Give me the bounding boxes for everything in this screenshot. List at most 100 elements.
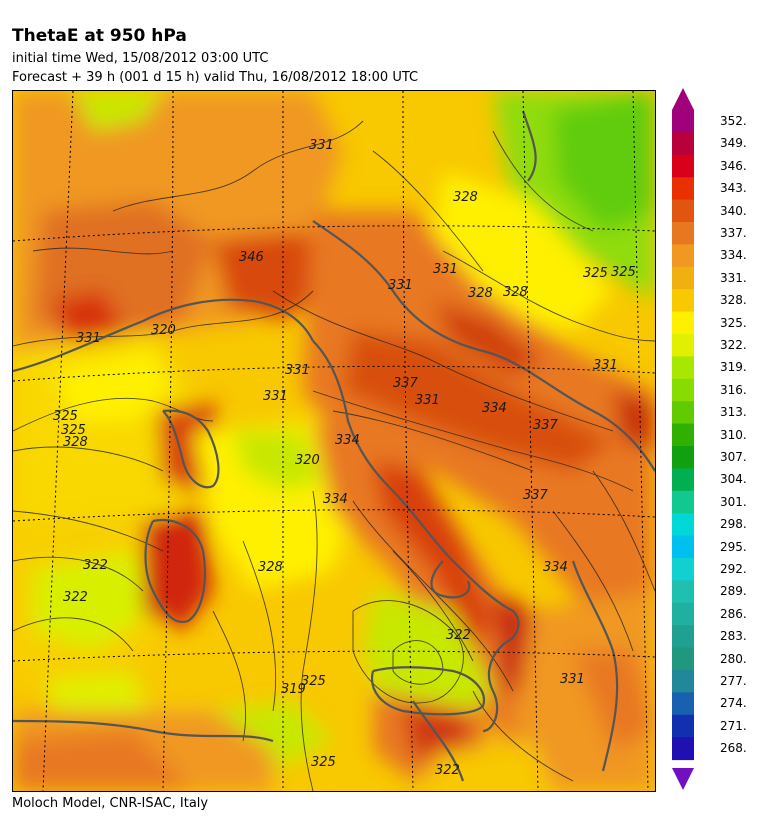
contour-label: 325 [61, 423, 86, 438]
legend-swatch [672, 154, 694, 178]
legend-level-label: 268. [720, 741, 747, 756]
color-legend [672, 88, 694, 790]
legend-level-label: 322. [720, 338, 747, 352]
legend-swatch [672, 513, 694, 537]
graticule [13, 91, 655, 791]
legend-swatch [672, 670, 694, 693]
legend-level-label: 346. [720, 158, 747, 173]
contour-label: 331 [433, 262, 458, 277]
contour-label: 322 [63, 590, 88, 605]
contour-label: 331 [263, 389, 288, 404]
legend-swatch [672, 199, 694, 223]
legend-level-label: 274. [720, 696, 747, 711]
contour-label: 328 [453, 190, 478, 205]
contour-label: 325 [583, 266, 608, 281]
contour-label: 320 [151, 323, 176, 338]
legend-level-label: 292. [720, 562, 747, 576]
contour-label: 325 [53, 409, 78, 424]
contour-label: 334 [482, 401, 507, 416]
contour-label: 322 [446, 628, 471, 643]
legend-swatch [672, 401, 694, 425]
legend-level-label: 313. [720, 405, 747, 420]
initial-time: initial time Wed, 15/08/2012 03:00 UTC [12, 51, 269, 66]
legend-level-label: 277. [720, 674, 747, 688]
contour-label: 337 [393, 376, 419, 391]
thetae-field [13, 91, 655, 791]
legend-swatch [672, 132, 694, 156]
legend-top-arrow [672, 88, 694, 110]
legend-level-label: 334. [720, 248, 747, 263]
contour-label: 320 [295, 453, 320, 468]
legend-swatch [672, 535, 694, 559]
legend-level-label: 295. [720, 539, 747, 554]
legend-swatch [672, 490, 694, 514]
legend-swatch [672, 647, 694, 671]
contour-label: 331 [415, 393, 440, 408]
legend-swatch [672, 446, 694, 469]
legend-level-label: 289. [720, 584, 747, 599]
contour-label: 331 [560, 672, 585, 687]
contour-label: 328 [503, 285, 528, 300]
contour-label: 325 [301, 674, 326, 689]
legend-level-label: 337. [720, 226, 747, 240]
legend-level-label: 349. [720, 136, 747, 151]
contour-label: 319 [281, 682, 306, 697]
legend-swatch [672, 468, 694, 492]
contour-label: 322 [83, 558, 108, 573]
contour-label: 328 [63, 435, 88, 450]
legend-swatch [672, 625, 694, 649]
legend-swatch [672, 356, 694, 380]
legend-swatch [672, 602, 694, 626]
contour-label: 337 [523, 488, 549, 503]
legend-swatch [672, 692, 694, 716]
legend-level-label: 271. [720, 718, 747, 733]
contour-label: 328 [468, 286, 493, 301]
legend-level-label: 310. [720, 427, 747, 442]
legend-level-label: 328. [720, 293, 747, 308]
legend-level-label: 340. [720, 203, 747, 218]
contour-label: 331 [76, 331, 101, 346]
model-credit: Moloch Model, CNR-ISAC, Italy [12, 796, 209, 811]
legend-swatch [672, 244, 694, 268]
contour-label: 331 [388, 278, 413, 293]
contour-label: 334 [543, 560, 568, 575]
legend-level-label: 301. [720, 494, 747, 509]
legend-swatch [672, 580, 694, 604]
legend-level-label: 304. [720, 472, 747, 487]
legend-level-label: 325. [720, 315, 747, 330]
legend-bottom-arrow [672, 768, 694, 790]
legend-swatch [672, 334, 694, 357]
legend-swatch [672, 378, 694, 402]
contour-label: 331 [309, 138, 334, 153]
legend-swatch [672, 289, 694, 313]
legend-swatch [672, 177, 694, 201]
legend-level-label: 316. [720, 382, 747, 397]
legend-swatch [672, 737, 694, 761]
forecast-validity: Forecast + 39 h (001 d 15 h) valid Thu, … [12, 70, 419, 85]
legend-level-label: 286. [720, 606, 747, 621]
contour-label: 334 [335, 433, 360, 448]
contour-label: 337 [533, 418, 559, 433]
legend-level-label: 331. [720, 270, 747, 285]
contour-label: 325 [311, 755, 336, 770]
legend-level-label: 280. [720, 651, 747, 666]
contour-label: 328 [258, 560, 283, 575]
contour-label: 346 [239, 250, 264, 265]
legend-level-label: 343. [720, 181, 747, 196]
contour-label: 322 [435, 763, 460, 778]
legend-swatch [672, 714, 694, 738]
legend-swatch [672, 423, 694, 447]
map-title: ThetaE at 950 hPa [12, 26, 187, 46]
legend-swatches [672, 110, 694, 761]
contour-label: 331 [593, 358, 618, 373]
legend-swatch [672, 222, 694, 245]
legend-level-label: 352. [720, 114, 747, 128]
contour-label: 325 [611, 265, 636, 280]
legend-swatch [672, 266, 694, 290]
contour-label: 331 [285, 363, 310, 378]
coastlines [13, 110, 655, 782]
legend-level-label: 298. [720, 517, 747, 532]
legend-level-label: 283. [720, 629, 747, 644]
